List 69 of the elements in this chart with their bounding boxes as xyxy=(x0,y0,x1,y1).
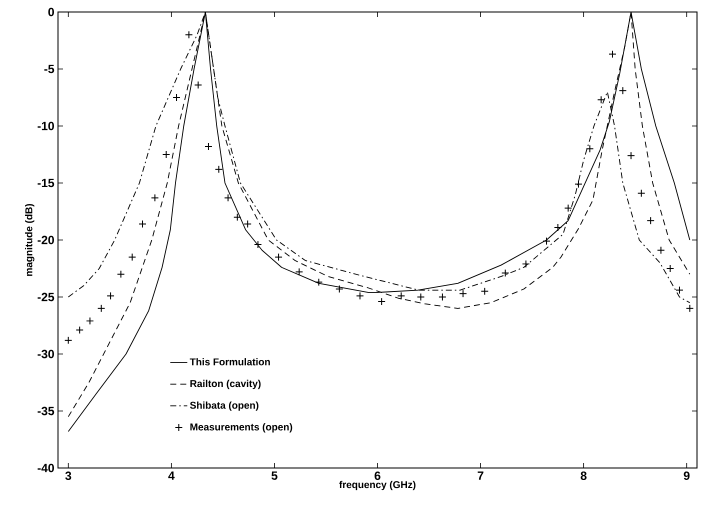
point xyxy=(666,264,674,272)
y-tick-label: -35 xyxy=(38,406,54,416)
legend-label: Railton (cavity) xyxy=(190,380,261,390)
point xyxy=(76,326,84,334)
x-tick-label: 3 xyxy=(65,472,72,480)
point xyxy=(656,246,665,254)
point xyxy=(627,152,636,160)
point xyxy=(574,180,582,188)
point xyxy=(597,96,606,104)
point xyxy=(172,94,181,102)
y-tick-label: -10 xyxy=(38,122,54,130)
point xyxy=(128,253,136,262)
point xyxy=(150,194,159,202)
point xyxy=(224,194,232,202)
point xyxy=(522,260,530,268)
y-axis-title: magnitude (dB) xyxy=(25,204,34,276)
point xyxy=(116,270,125,278)
point xyxy=(244,220,252,228)
x-tick-label: 7 xyxy=(478,472,484,480)
point xyxy=(686,304,694,312)
point xyxy=(618,86,627,95)
point xyxy=(335,285,344,294)
point xyxy=(480,287,489,296)
point xyxy=(86,316,94,325)
point xyxy=(254,240,262,249)
point xyxy=(459,290,468,298)
x-tick-label: 4 xyxy=(168,472,175,480)
legend-label: This Formulation xyxy=(190,358,270,366)
point xyxy=(184,30,193,39)
point xyxy=(214,165,223,174)
x-tick-label: 9 xyxy=(684,472,690,480)
y-tick-label: -25 xyxy=(38,292,54,302)
point xyxy=(564,204,572,212)
point xyxy=(356,292,364,300)
point xyxy=(646,216,655,225)
point xyxy=(64,336,72,344)
legend-label: Measurements (open) xyxy=(190,423,292,432)
point xyxy=(97,304,106,312)
x-tick-label: 8 xyxy=(580,472,587,480)
point xyxy=(542,237,551,246)
x-axis-title: frequency (GHz) xyxy=(339,480,416,490)
point xyxy=(675,286,684,294)
point xyxy=(204,142,212,151)
legend-label: Shibata (open) xyxy=(190,401,258,411)
point xyxy=(106,292,115,300)
point xyxy=(378,298,386,306)
point xyxy=(397,292,406,300)
point xyxy=(438,293,446,301)
y-tick-label: -40 xyxy=(38,464,54,472)
point xyxy=(295,268,304,276)
point xyxy=(274,253,283,262)
point xyxy=(233,213,242,222)
y-tick-label: 0 xyxy=(48,8,54,16)
point xyxy=(194,80,202,89)
x-tick-label: 6 xyxy=(374,472,380,480)
y-tick-label: -15 xyxy=(38,178,54,188)
point xyxy=(138,220,146,228)
point xyxy=(554,223,562,232)
point xyxy=(162,150,170,158)
point xyxy=(608,50,616,58)
point xyxy=(416,293,425,301)
point xyxy=(314,278,323,286)
point xyxy=(586,144,594,153)
x-tick-label: 5 xyxy=(271,472,278,480)
point xyxy=(501,269,510,278)
y-tick-label: -5 xyxy=(44,64,54,74)
y-tick-label: -20 xyxy=(38,236,54,244)
y-tick-label: -30 xyxy=(38,350,54,358)
point xyxy=(637,189,646,198)
